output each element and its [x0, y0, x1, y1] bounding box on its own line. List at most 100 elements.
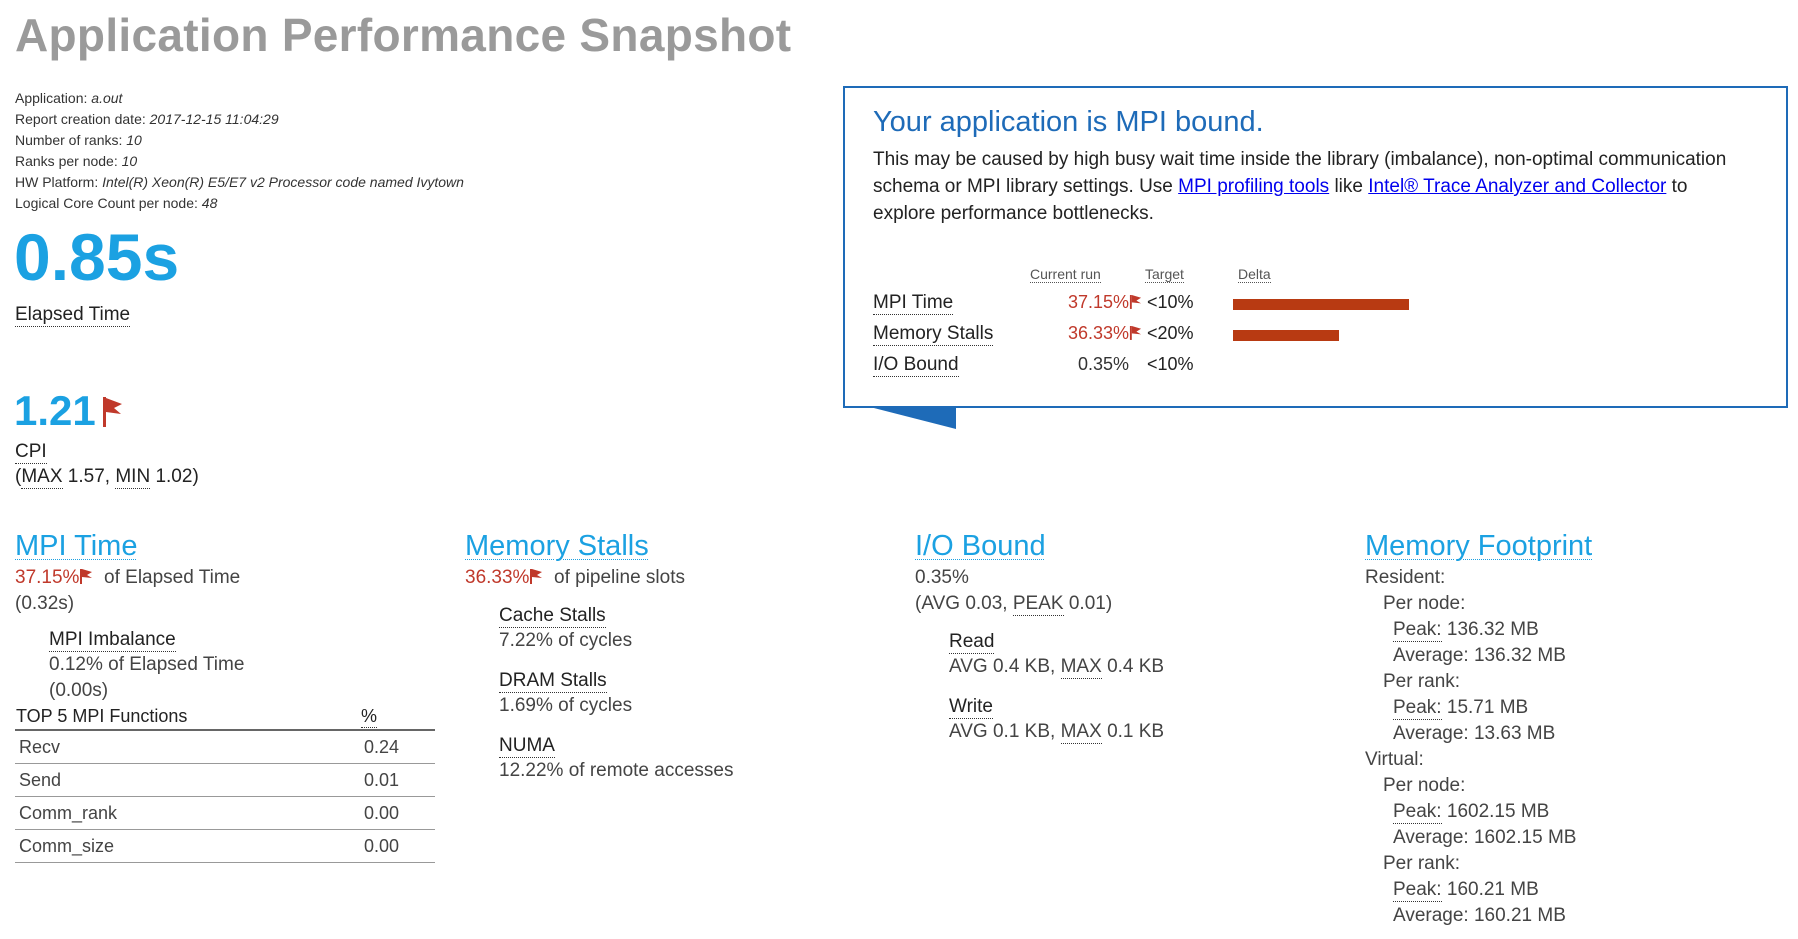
trace-analyzer-link[interactable]: Intel® Trace Analyzer and Collector [1368, 176, 1667, 197]
warning-flag-icon [103, 397, 123, 427]
io-write-max-label[interactable]: MAX [1060, 721, 1102, 744]
virtual-per-rank-label: Per rank: [1383, 853, 1461, 874]
meta-core-count: Logical Core Count per node: 48 [15, 195, 218, 211]
cpi-label[interactable]: CPI [15, 441, 47, 464]
elapsed-time-label[interactable]: Elapsed Time [15, 304, 131, 327]
io-read-label[interactable]: Read [949, 631, 995, 654]
memory-stalls-section: Memory Stalls 36.33% of pipeline slots C… [465, 530, 733, 784]
memory-stalls-value-line: 36.33% of pipeline slots [465, 567, 685, 588]
summary-callout: Your application is MPI bound. This may … [843, 86, 1788, 408]
io-bound-avg-peak: (AVG 0.03, PEAK 0.01) [915, 593, 1113, 616]
virtual-label: Virtual: [1365, 749, 1424, 770]
page-title: Application Performance Snapshot [15, 9, 792, 61]
memory-footprint-title[interactable]: Memory Footprint [1365, 530, 1593, 562]
callout-pointer [870, 407, 956, 429]
resident-per-rank-label: Per rank: [1383, 671, 1461, 692]
meta-application: Application: a.out [15, 90, 123, 106]
report-meta: Application: a.out Report creation date:… [15, 88, 464, 214]
table-row[interactable]: Send 0.01 [15, 763, 435, 797]
numa-value: 12.22% of remote accesses [499, 760, 734, 781]
meta-ranks-per-node: Ranks per node: 10 [15, 153, 138, 169]
function-name: Comm_size [15, 829, 360, 863]
function-pct: 0.01 [360, 763, 435, 797]
io-bound-title[interactable]: I/O Bound [915, 530, 1046, 562]
mpi-time-value-line: 37.15% of Elapsed Time [15, 567, 241, 588]
table-row[interactable]: Comm_rank 0.00 [15, 796, 435, 830]
table-row[interactable]: Comm_size 0.00 [15, 829, 435, 863]
meta-hw-platform: HW Platform: Intel(R) Xeon(R) E5/E7 v2 P… [15, 174, 464, 190]
cpi-value: 1.21 [14, 387, 96, 434]
callout-target-mpi-time: <10% [1147, 292, 1194, 312]
callout-delta-bar-mpi-time [1233, 299, 1409, 310]
top-mpi-functions-table: TOP 5 MPI Functions % Recv 0.24 Send 0.01 Co… [15, 706, 435, 863]
memory-stalls-value: 36.33% [465, 567, 530, 588]
function-pct: 0.00 [360, 796, 435, 830]
function-name: Send [15, 763, 360, 797]
numa-label[interactable]: NUMA [499, 735, 555, 758]
callout-heading: Your application is MPI bound. [873, 106, 1264, 138]
io-read-max-label[interactable]: MAX [1060, 656, 1102, 679]
meta-ranks: Number of ranks: 10 [15, 132, 142, 148]
memory-footprint-section: Memory Footprint Resident: Per node: Pea… [1365, 530, 1592, 929]
virtual-node-peak: Peak: 1602.15 MB [1393, 801, 1550, 824]
mpi-imbalance-secs: (0.00s) [49, 680, 109, 701]
resident-node-peak: Peak: 136.32 MB [1393, 619, 1539, 642]
resident-rank-average: Average: 13.63 MB [1393, 723, 1556, 744]
function-name: Recv [15, 729, 360, 764]
io-peak-label[interactable]: PEAK [1012, 593, 1064, 616]
pct-header[interactable]: % [361, 706, 378, 728]
callout-metric-mpi-time[interactable]: MPI Time [873, 292, 954, 315]
function-pct: 0.00 [360, 829, 435, 863]
callout-target-i-o-bound: <10% [1147, 354, 1194, 374]
warning-flag-icon [80, 569, 93, 584]
cpi-range: (MAX 1.57, MIN 1.02) [15, 466, 199, 489]
callout-current-mpi-time: 37.15% [1050, 292, 1142, 313]
current-run-header[interactable]: Current run [1030, 266, 1101, 283]
mpi-imbalance-value: 0.12% of Elapsed Time [49, 654, 245, 675]
cpi-min-label[interactable]: MIN [115, 466, 151, 489]
cache-stalls-value: 7.22% of cycles [499, 630, 633, 651]
io-bound-section: I/O Bound 0.35% (AVG 0.03, PEAK 0.01) Re… [915, 530, 1164, 745]
io-write-label[interactable]: Write [949, 696, 993, 719]
delta-header[interactable]: Delta [1238, 266, 1271, 283]
mpi-time-title[interactable]: MPI Time [15, 530, 138, 562]
callout-metric-i-o-bound[interactable]: I/O Bound [873, 354, 959, 377]
cache-stalls-label[interactable]: Cache Stalls [499, 605, 606, 628]
virtual-per-node-label: Per node: [1383, 775, 1466, 796]
virtual-node-average: Average: 1602.15 MB [1393, 827, 1577, 848]
cpi-block: 1.21 [14, 388, 124, 434]
function-pct: 0.24 [360, 729, 435, 764]
target-header[interactable]: Target [1145, 266, 1184, 283]
table-row[interactable]: Recv 0.24 [15, 729, 435, 764]
callout-text: This may be caused by high busy wait tim… [873, 149, 1727, 224]
resident-node-average: Average: 136.32 MB [1393, 645, 1566, 666]
dram-stalls-value: 1.69% of cycles [499, 695, 633, 716]
cpi-max-label[interactable]: MAX [21, 466, 63, 489]
virtual-rank-peak: Peak: 160.21 MB [1393, 879, 1539, 902]
callout-metric-memory-stalls[interactable]: Memory Stalls [873, 323, 994, 346]
warning-flag-icon [530, 569, 543, 584]
mpi-time-value: 37.15% [15, 567, 80, 588]
io-read-value: AVG 0.4 KB, MAX 0.4 KB [949, 656, 1165, 679]
memory-stalls-title[interactable]: Memory Stalls [465, 530, 649, 562]
mpi-time-section: MPI Time 37.15% of Elapsed Time (0.32s) … [15, 530, 435, 863]
warning-flag-icon [1129, 295, 1142, 309]
top-functions-header: TOP 5 MPI Functions [15, 706, 360, 731]
mpi-profiling-tools-link[interactable]: MPI profiling tools [1178, 176, 1330, 197]
resident-rank-peak: Peak: 15.71 MB [1393, 697, 1529, 720]
warning-flag-icon [1129, 326, 1142, 340]
io-write-value: AVG 0.1 KB, MAX 0.1 KB [949, 721, 1165, 744]
resident-per-node-label: Per node: [1383, 593, 1466, 614]
dram-stalls-label[interactable]: DRAM Stalls [499, 670, 607, 693]
elapsed-time-value: 0.85s [14, 220, 180, 294]
meta-date: Report creation date: 2017-12-15 11:04:2… [15, 111, 279, 127]
callout-delta-bar-memory-stalls [1233, 330, 1339, 341]
callout-current-memory-stalls: 36.33% [1050, 323, 1142, 344]
virtual-rank-average: Average: 160.21 MB [1393, 905, 1566, 926]
callout-target-memory-stalls: <20% [1147, 323, 1194, 343]
callout-current-i-o-bound: 0.35% [1077, 354, 1129, 374]
io-bound-value: 0.35% [915, 567, 969, 588]
mpi-imbalance-label[interactable]: MPI Imbalance [49, 629, 176, 652]
resident-label: Resident: [1365, 567, 1446, 588]
function-name: Comm_rank [15, 796, 360, 830]
